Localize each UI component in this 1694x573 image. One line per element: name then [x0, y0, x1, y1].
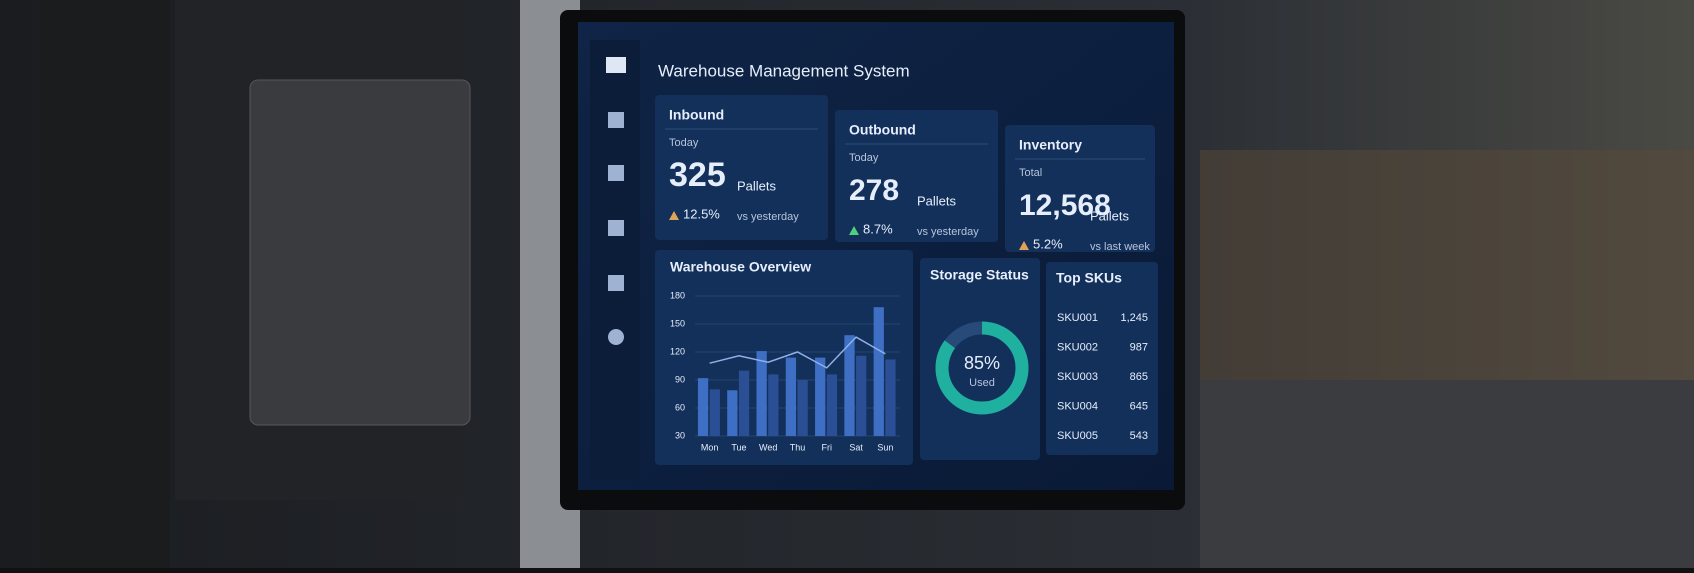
card-change: 12.5% — [683, 206, 720, 221]
trend-line — [709, 336, 886, 369]
bar — [785, 357, 797, 436]
bar — [727, 390, 738, 436]
bar — [815, 357, 826, 436]
card-value: 278 — [849, 174, 899, 207]
chart-title: Warehouse Overview — [670, 259, 811, 275]
bar — [738, 370, 750, 436]
kpi-card — [1005, 125, 1155, 252]
nav-orders[interactable] — [608, 275, 624, 291]
card-change: 5.2% — [1033, 236, 1063, 251]
card-compare: vs yesterday — [917, 226, 979, 238]
x-tick-label: Thu — [790, 442, 806, 452]
bar — [709, 389, 720, 436]
card-unit: Pallets — [917, 193, 957, 208]
y-tick-label: 120 — [670, 346, 685, 356]
sku-name: SKU005 — [1057, 430, 1098, 442]
donut-arc — [935, 321, 1029, 415]
sku-name: SKU001 — [1057, 312, 1098, 324]
sku-count: 543 — [1130, 430, 1148, 442]
card-title: Inventory — [1019, 137, 1082, 153]
card-unit: Pallets — [1090, 208, 1130, 223]
bar — [697, 378, 709, 436]
y-tick-label: 60 — [675, 402, 685, 412]
sku-title: Top SKUs — [1056, 270, 1122, 286]
y-tick-label: 150 — [670, 318, 685, 328]
x-tick-label: Tue — [731, 442, 746, 452]
card-value: 12,568 — [1019, 189, 1111, 222]
x-tick-label: Sat — [849, 442, 863, 452]
storage-title: Storage Status — [930, 267, 1029, 283]
sku-panel — [1046, 262, 1158, 455]
change-arrow — [669, 211, 679, 220]
x-tick-label: Fri — [822, 442, 833, 452]
sku-count: 865 — [1130, 371, 1148, 383]
change-arrow — [849, 226, 859, 235]
mini-pc — [249, 79, 471, 426]
card-compare: vs last week — [1090, 241, 1150, 253]
bar — [797, 380, 808, 436]
bar — [844, 335, 855, 436]
nav-settings[interactable] — [608, 329, 624, 345]
card-unit: Pallets — [737, 178, 777, 193]
sidebar-bg — [590, 40, 640, 480]
donut-value: 85% — [964, 353, 1000, 373]
bar — [768, 374, 779, 436]
sku-name: SKU002 — [1057, 341, 1098, 353]
sku-count: 1,245 — [1120, 312, 1148, 324]
bar — [873, 307, 884, 436]
storage-panel — [920, 258, 1040, 460]
card-period: Today — [669, 137, 699, 149]
nav-reports[interactable] — [608, 220, 624, 236]
floor — [1200, 380, 1694, 568]
nav-home[interactable] — [606, 57, 626, 73]
x-tick-label: Wed — [759, 442, 777, 452]
kpi-card — [835, 110, 998, 242]
shelving — [1200, 150, 1694, 410]
card-period: Today — [849, 152, 879, 164]
sidebar — [590, 40, 640, 480]
donut-label: Used — [969, 377, 995, 389]
nav-packages[interactable] — [608, 165, 624, 181]
x-tick-label: Sun — [877, 442, 893, 452]
rack — [40, 0, 170, 568]
card-value: 325 — [669, 156, 726, 194]
sku-count: 645 — [1130, 400, 1148, 412]
bar — [885, 359, 896, 436]
sku-count: 987 — [1130, 341, 1148, 353]
bar — [756, 351, 767, 436]
card-change: 8.7% — [863, 221, 893, 236]
card-title: Inbound — [669, 107, 724, 123]
y-tick-label: 30 — [675, 430, 685, 440]
change-arrow — [1019, 241, 1029, 250]
bar — [856, 355, 867, 436]
sku-name: SKU003 — [1057, 371, 1098, 383]
card-compare: vs yesterday — [737, 211, 799, 223]
kpi-card — [655, 95, 828, 240]
sku-name: SKU004 — [1057, 400, 1098, 412]
app-title: Warehouse Management System — [658, 61, 910, 80]
card-period: Total — [1019, 167, 1042, 179]
y-tick-label: 180 — [670, 290, 685, 300]
nav-warehouse[interactable] — [608, 112, 624, 128]
bar — [826, 374, 838, 436]
x-tick-label: Mon — [701, 442, 719, 452]
card-title: Outbound — [849, 122, 916, 138]
y-tick-label: 90 — [675, 374, 685, 384]
